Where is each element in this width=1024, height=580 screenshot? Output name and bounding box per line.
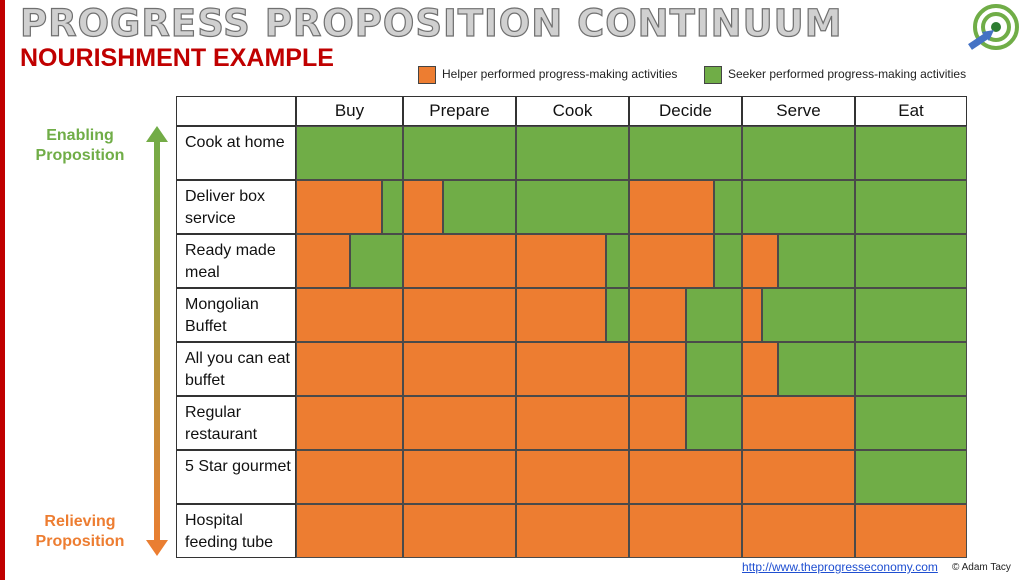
seeker-segment: [762, 288, 855, 342]
seeker-segment: [606, 288, 629, 342]
helper-segment: [516, 342, 629, 396]
seeker-segment: [382, 180, 403, 234]
helper-segment: [296, 180, 382, 234]
legend-helper-swatch: [418, 66, 436, 84]
helper-segment: [296, 342, 403, 396]
seeker-segment: [855, 396, 967, 450]
column-header-cook: Cook: [516, 96, 629, 126]
seeker-segment: [714, 180, 742, 234]
helper-segment: [403, 234, 516, 288]
helper-segment: [516, 396, 629, 450]
legend-seeker-label: Seeker performed progress-making activit…: [728, 67, 967, 82]
helper-segment: [403, 342, 516, 396]
helper-segment: [855, 504, 967, 558]
helper-segment: [296, 450, 403, 504]
seeker-segment: [516, 180, 629, 234]
helper-segment: [629, 450, 742, 504]
legend-seeker: Seeker performed progress-making activit…: [704, 66, 966, 84]
seeker-segment: [778, 234, 855, 288]
column-header-eat: Eat: [855, 96, 967, 126]
page-title: PROGRESS PROPOSITION CONTINUUM: [19, 1, 843, 45]
helper-segment: [403, 396, 516, 450]
seeker-segment: [855, 342, 967, 396]
row-label: 5 Star gourmet: [176, 450, 296, 504]
helper-segment: [629, 234, 714, 288]
seeker-segment: [855, 288, 967, 342]
helper-segment: [403, 504, 516, 558]
legend-seeker-swatch: [704, 66, 722, 84]
column-header-prepare: Prepare: [403, 96, 516, 126]
copyright-text: © Adam Tacy: [952, 562, 1011, 573]
helper-segment: [296, 396, 403, 450]
row-label: Deliver box service: [176, 180, 296, 234]
helper-segment: [629, 396, 686, 450]
helper-segment: [742, 342, 778, 396]
seeker-segment: [778, 342, 855, 396]
page-subtitle: NOURISHMENT EXAMPLE: [20, 44, 334, 72]
helper-segment: [296, 288, 403, 342]
seeker-segment: [686, 288, 742, 342]
row-label: Ready made meal: [176, 234, 296, 288]
seeker-segment: [629, 126, 742, 180]
row-label: Cook at home: [176, 126, 296, 180]
helper-segment: [629, 288, 686, 342]
seeker-segment: [686, 342, 742, 396]
helper-segment: [629, 504, 742, 558]
helper-segment: [516, 234, 606, 288]
column-header-buy: Buy: [296, 96, 403, 126]
helper-segment: [742, 450, 855, 504]
column-header-serve: Serve: [742, 96, 855, 126]
seeker-segment: [686, 396, 742, 450]
helper-segment: [629, 342, 686, 396]
double-headed-vertical-arrow-icon: [146, 126, 168, 556]
helper-segment: [403, 450, 516, 504]
helper-segment: [742, 396, 855, 450]
helper-segment: [296, 234, 350, 288]
seeker-segment: [742, 126, 855, 180]
seeker-segment: [855, 126, 967, 180]
column-header-decide: Decide: [629, 96, 742, 126]
helper-segment: [742, 288, 762, 342]
helper-segment: [403, 288, 516, 342]
helper-segment: [296, 504, 403, 558]
target-with-arrow-icon: [968, 4, 1019, 50]
legend-helper: Helper performed progress-making activit…: [418, 66, 677, 84]
row-label: Regular restaurant: [176, 396, 296, 450]
row-label: Hospital feeding tube: [176, 504, 296, 558]
seeker-segment: [350, 234, 403, 288]
seeker-segment: [855, 180, 967, 234]
helper-segment: [742, 234, 778, 288]
seeker-segment: [606, 234, 629, 288]
helper-segment: [742, 504, 855, 558]
helper-segment: [516, 504, 629, 558]
helper-segment: [403, 180, 443, 234]
helper-segment: [629, 180, 714, 234]
seeker-segment: [855, 450, 967, 504]
helper-segment: [516, 450, 629, 504]
seeker-segment: [516, 126, 629, 180]
row-label: All you can eat buffet: [176, 342, 296, 396]
legend-helper-label: Helper performed progress-making activit…: [442, 67, 678, 82]
row-label: Mongolian Buffet: [176, 288, 296, 342]
seeker-segment: [403, 126, 516, 180]
seeker-segment: [714, 234, 742, 288]
seeker-segment: [296, 126, 403, 180]
helper-segment: [516, 288, 606, 342]
relieving-proposition-label: Relieving Proposition: [35, 513, 125, 550]
enabling-proposition-label: Enabling Proposition: [35, 127, 125, 164]
left-accent-bar: [0, 0, 5, 580]
website-link[interactable]: http://www.theprogresseconomy.com: [742, 560, 938, 574]
seeker-segment: [742, 180, 855, 234]
seeker-segment: [443, 180, 516, 234]
seeker-segment: [855, 234, 967, 288]
grid-corner: [176, 96, 296, 126]
